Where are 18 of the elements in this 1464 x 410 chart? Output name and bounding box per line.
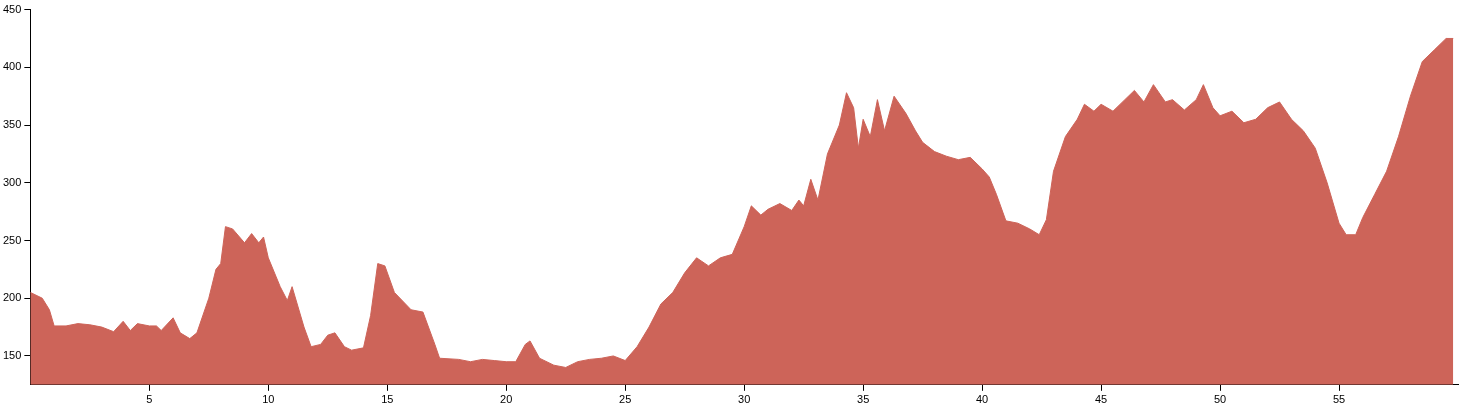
y-tick-label: 200 <box>2 291 22 304</box>
x-tick-label: 45 <box>1094 393 1108 406</box>
x-tick-label: 35 <box>857 393 870 406</box>
x-tick-label: 25 <box>619 393 632 406</box>
x-tick-label: 5 <box>146 393 153 406</box>
y-tick-label: 400 <box>2 60 22 73</box>
x-tick-label: 40 <box>975 393 989 406</box>
y-tick-label: 250 <box>2 233 22 246</box>
x-tick-label: 20 <box>500 393 513 406</box>
y-tick-label: 450 <box>2 2 22 15</box>
y-tick-label: 350 <box>2 118 22 131</box>
x-tick-label: 30 <box>738 393 751 406</box>
x-tick-label: 10 <box>262 393 275 406</box>
x-tick-label: 50 <box>1213 393 1227 406</box>
y-tick-label: 300 <box>2 175 22 188</box>
x-tick-label: 55 <box>1332 393 1346 406</box>
x-tick-label: 15 <box>381 393 394 406</box>
y-tick-label: 150 <box>2 348 22 361</box>
